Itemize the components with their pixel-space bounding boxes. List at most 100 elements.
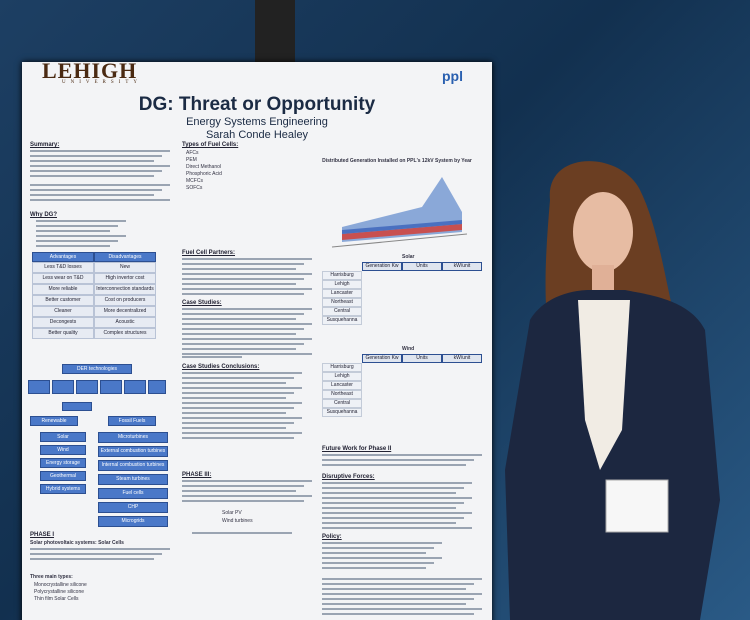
text-line (182, 263, 304, 265)
text-line (36, 225, 118, 227)
text-line (322, 482, 472, 484)
text-line (30, 175, 154, 177)
sponsor: ppl (442, 68, 463, 84)
table-cell: More decentralized (94, 306, 156, 317)
text-line (182, 412, 286, 414)
table-header: Generation Kw (362, 262, 402, 271)
text-line (182, 283, 296, 285)
text-line (30, 189, 162, 191)
window-frame (255, 0, 295, 62)
table-header: Units (402, 262, 442, 271)
text-line (36, 235, 126, 237)
text-line (322, 512, 472, 514)
text-line (182, 382, 286, 384)
text-line (182, 323, 312, 325)
text-line (36, 230, 110, 232)
list-item: Direct Methanol (186, 164, 222, 170)
author: Sarah Conde Healey (205, 129, 309, 141)
diagram-node: Geothermal (40, 471, 86, 481)
heading: Case Studies Conclusions: (182, 364, 260, 370)
text-line (30, 199, 170, 201)
text-line (30, 553, 162, 555)
text-line (182, 377, 294, 379)
list-item: PEM (186, 157, 197, 163)
text-line (182, 397, 286, 399)
text-line (182, 407, 294, 409)
text-line (182, 500, 304, 502)
table-header: Generation Kw (362, 354, 402, 363)
text-line (182, 273, 312, 275)
table-cell: Less T&D losses (32, 262, 94, 273)
diagram-node: DER technologies (62, 364, 132, 374)
diagram-node (62, 402, 92, 411)
text-line (182, 343, 304, 345)
text-line (182, 278, 304, 280)
list-item: SOFCs (186, 185, 203, 191)
diagram-node (76, 380, 98, 394)
table-cell: Central (322, 307, 362, 316)
text-line (182, 353, 312, 355)
text-line (182, 328, 304, 330)
table-header: kW/unit (442, 354, 482, 363)
diagram-node: Fossil Fuels (108, 416, 156, 426)
text-line (182, 417, 302, 419)
text-line (322, 567, 426, 569)
text-line (322, 613, 474, 615)
logo-name: LEHIGH (42, 62, 138, 83)
text-line (182, 348, 296, 350)
diagram-node: CHP (98, 502, 168, 513)
text-line (182, 432, 302, 434)
table-cell: Harrisburg (322, 363, 362, 372)
diagram-node: Internal combustion turbines (98, 460, 168, 471)
table-cell: Lancaster (322, 289, 362, 298)
diagram-node (100, 380, 122, 394)
diagram-node: Renewable (30, 416, 78, 426)
list-item: Phosphoric Acid (186, 171, 222, 177)
list-item: Solar PV (222, 510, 242, 516)
diagram-node: Wind (40, 445, 86, 455)
diagram-node (124, 380, 146, 394)
text-line (322, 454, 482, 456)
subtitle: Energy Systems Engineering (186, 116, 328, 128)
text-line (322, 547, 434, 549)
subheading: Three main types: (30, 574, 73, 580)
list-item: MCFCs (186, 178, 203, 184)
text-line (182, 392, 294, 394)
table-header: kW/unit (442, 262, 482, 271)
text-line (182, 293, 304, 295)
diagram-node: Microgrids (98, 516, 168, 527)
text-line (30, 558, 154, 560)
table-cell: Cost on producers (94, 295, 156, 306)
table-header: Advantages (32, 252, 94, 262)
table-cell: Susquehanna (322, 316, 362, 325)
text-line (322, 557, 442, 559)
text-line (322, 459, 474, 461)
list-item: AFCs (186, 150, 199, 156)
text-line (182, 338, 312, 340)
text-line (36, 220, 126, 222)
table-cell: More reliable (32, 284, 94, 295)
table-cell: Harrisburg (322, 271, 362, 280)
list-item: Monocrystalline silicone (34, 582, 87, 588)
text-line (322, 578, 482, 580)
text-line (322, 464, 466, 466)
table-cell: High invertor cost (94, 273, 156, 284)
text-line (182, 333, 296, 335)
table-cell: Cleaner (32, 306, 94, 317)
text-line (322, 583, 474, 585)
text-line (30, 165, 170, 167)
text-line (322, 588, 466, 590)
text-line (322, 562, 434, 564)
diagram-node: Microturbines (98, 432, 168, 443)
text-line (322, 497, 472, 499)
text-line (322, 598, 474, 600)
diagram-node: Solar (40, 432, 86, 442)
diagram-node: Energy storage (40, 458, 86, 468)
text-line (182, 495, 312, 497)
text-line (36, 240, 118, 242)
logo-sub: UNIVERSITY (62, 80, 142, 85)
text-line (322, 522, 456, 524)
text-line (322, 502, 464, 504)
text-line (30, 184, 170, 186)
text-line (30, 194, 154, 196)
